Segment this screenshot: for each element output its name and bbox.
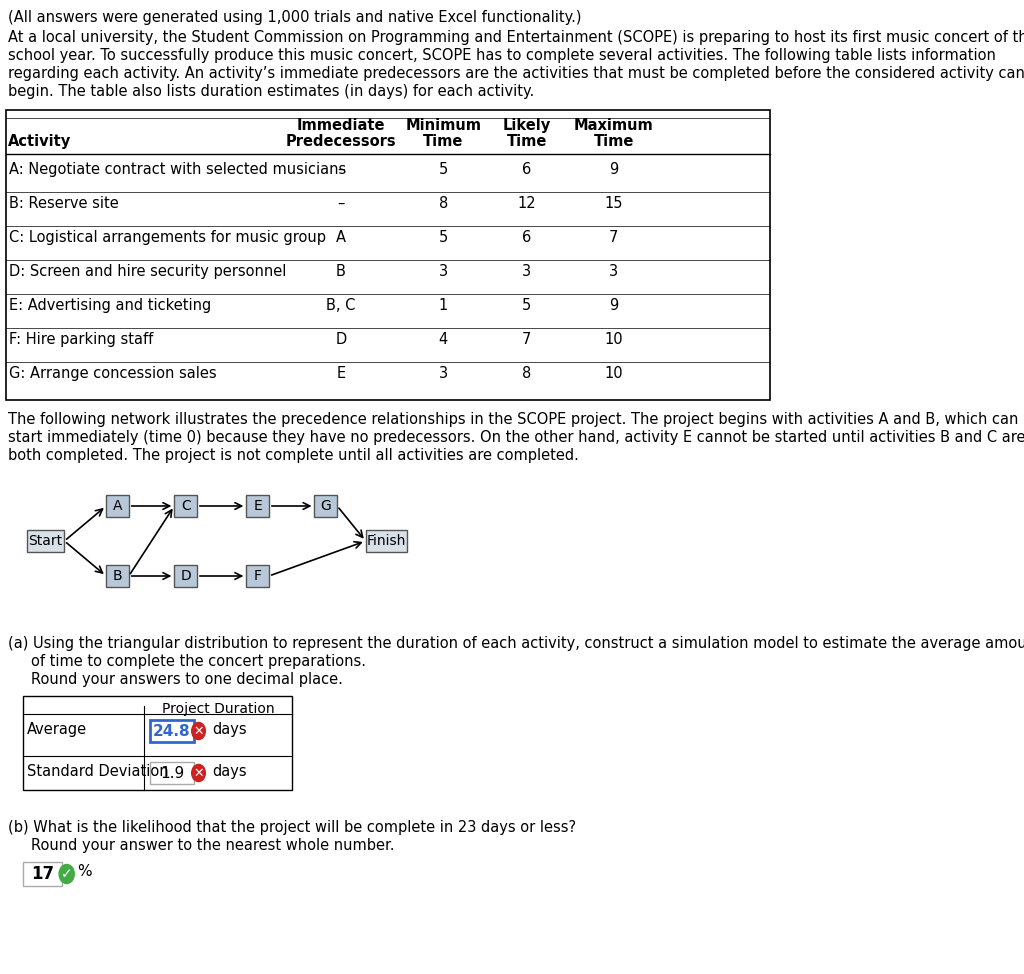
Text: 5: 5 (438, 230, 447, 245)
Text: C: Logistical arrangements for music group: C: Logistical arrangements for music gro… (9, 230, 326, 245)
Text: 3: 3 (609, 264, 618, 279)
Text: (All answers were generated using 1,000 trials and native Excel functionality.): (All answers were generated using 1,000 … (8, 10, 582, 25)
Text: C: C (181, 499, 190, 513)
FancyBboxPatch shape (366, 530, 408, 552)
Bar (6, 110, 770, 400)
Text: Activity: Activity (7, 134, 71, 149)
Text: 3: 3 (438, 366, 447, 381)
Text: B: B (113, 569, 122, 583)
FancyBboxPatch shape (151, 762, 194, 784)
Text: ✕: ✕ (194, 725, 204, 737)
Text: Average: Average (27, 722, 87, 737)
Text: 9: 9 (609, 298, 618, 313)
Text: B: B (336, 264, 346, 279)
Text: –: – (337, 196, 345, 211)
Circle shape (59, 865, 75, 883)
Text: Time: Time (423, 134, 464, 149)
Text: (a) Using the triangular distribution to represent the duration of each activity: (a) Using the triangular distribution to… (8, 636, 1024, 651)
Text: ✕: ✕ (194, 767, 204, 779)
Text: %: % (77, 864, 92, 879)
Text: Minimum: Minimum (406, 118, 481, 133)
Text: D: Screen and hire security personnel: D: Screen and hire security personnel (9, 264, 287, 279)
Text: E: Advertising and ticketing: E: Advertising and ticketing (9, 298, 211, 313)
Text: 3: 3 (522, 264, 531, 279)
Text: D: D (335, 332, 346, 347)
Text: Round your answers to one decimal place.: Round your answers to one decimal place. (31, 672, 343, 687)
Text: start immediately (time 0) because they have no predecessors. On the other hand,: start immediately (time 0) because they … (8, 430, 1024, 445)
Text: A: Negotiate contract with selected musicians: A: Negotiate contract with selected musi… (9, 162, 346, 177)
Text: 8: 8 (438, 196, 447, 211)
Text: 17: 17 (31, 865, 54, 883)
Text: 24.8: 24.8 (154, 724, 190, 738)
FancyBboxPatch shape (27, 530, 65, 552)
Text: days: days (212, 722, 247, 737)
Text: At a local university, the Student Commission on Programming and Entertainment (: At a local university, the Student Commi… (8, 30, 1024, 45)
Text: Finish: Finish (367, 534, 407, 548)
Text: B, C: B, C (327, 298, 355, 313)
Circle shape (191, 723, 206, 739)
Text: Standard Deviation: Standard Deviation (27, 764, 168, 779)
FancyBboxPatch shape (106, 565, 129, 587)
Text: Time: Time (507, 134, 547, 149)
Text: 5: 5 (438, 162, 447, 177)
Text: of time to complete the concert preparations.: of time to complete the concert preparat… (31, 654, 366, 669)
FancyBboxPatch shape (246, 565, 269, 587)
Text: G: G (321, 499, 331, 513)
Bar (23, 696, 292, 790)
Text: 3: 3 (438, 264, 447, 279)
Text: –: – (337, 162, 345, 177)
Text: 6: 6 (522, 230, 531, 245)
Text: 10: 10 (604, 366, 623, 381)
Text: 8: 8 (522, 366, 531, 381)
Text: E: E (337, 366, 345, 381)
Text: begin. The table also lists duration estimates (in days) for each activity.: begin. The table also lists duration est… (8, 84, 534, 99)
Text: 7: 7 (522, 332, 531, 347)
Text: 9: 9 (609, 162, 618, 177)
Text: 10: 10 (604, 332, 623, 347)
Text: Immediate: Immediate (297, 118, 385, 133)
Text: 5: 5 (522, 298, 531, 313)
FancyBboxPatch shape (174, 565, 197, 587)
Text: D: D (180, 569, 191, 583)
Text: 12: 12 (517, 196, 536, 211)
Text: Start: Start (29, 534, 62, 548)
Text: 7: 7 (609, 230, 618, 245)
Text: Round your answer to the nearest whole number.: Round your answer to the nearest whole n… (31, 838, 394, 853)
Text: A: A (113, 499, 122, 513)
FancyBboxPatch shape (174, 495, 197, 517)
Text: school year. To successfully produce this music concert, SCOPE has to complete s: school year. To successfully produce thi… (8, 48, 995, 63)
Text: 4: 4 (438, 332, 447, 347)
Text: 6: 6 (522, 162, 531, 177)
Text: Project Duration: Project Duration (162, 702, 274, 716)
Text: F: F (254, 569, 261, 583)
FancyBboxPatch shape (314, 495, 337, 517)
FancyBboxPatch shape (106, 495, 129, 517)
Text: (b) What is the likelihood that the project will be complete in 23 days or less?: (b) What is the likelihood that the proj… (8, 820, 575, 835)
Text: The following network illustrates the precedence relationships in the SCOPE proj: The following network illustrates the pr… (8, 412, 1018, 427)
Text: F: Hire parking staff: F: Hire parking staff (9, 332, 154, 347)
Text: 1: 1 (438, 298, 447, 313)
Text: E: E (253, 499, 262, 513)
Text: Likely: Likely (503, 118, 551, 133)
FancyBboxPatch shape (246, 495, 269, 517)
Text: G: Arrange concession sales: G: Arrange concession sales (9, 366, 217, 381)
Text: 15: 15 (604, 196, 623, 211)
Text: 1.9: 1.9 (160, 766, 184, 780)
Circle shape (191, 765, 206, 781)
FancyBboxPatch shape (151, 720, 194, 742)
Text: A: A (336, 230, 346, 245)
Text: Time: Time (594, 134, 634, 149)
Text: Predecessors: Predecessors (286, 134, 396, 149)
Text: B: Reserve site: B: Reserve site (9, 196, 119, 211)
Text: regarding each activity. An activity’s immediate predecessors are the activities: regarding each activity. An activity’s i… (8, 66, 1024, 81)
FancyBboxPatch shape (23, 862, 62, 886)
Text: both completed. The project is not complete until all activities are completed.: both completed. The project is not compl… (8, 448, 579, 463)
Text: Maximum: Maximum (573, 118, 653, 133)
Text: ✓: ✓ (60, 867, 73, 881)
Text: days: days (212, 764, 247, 779)
